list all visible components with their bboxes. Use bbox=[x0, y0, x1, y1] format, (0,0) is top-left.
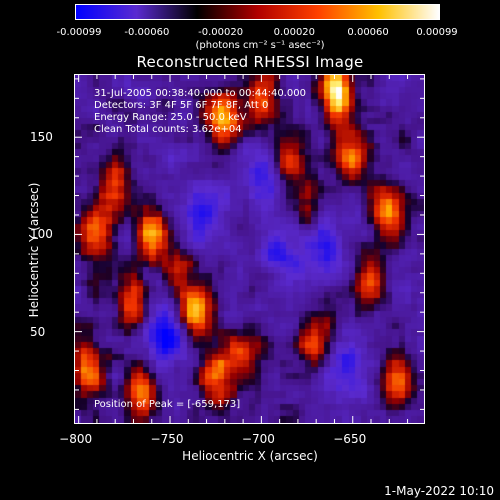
annotation-clean: Clean Total counts: 3.62e+04 bbox=[94, 124, 242, 135]
annotation-energy: Energy Range: 25.0 - 50.0 keV bbox=[94, 112, 247, 123]
annotation-time: 31-Jul-2005 00:38:40.000 to 00:44:40.000 bbox=[94, 88, 306, 99]
y-tick-label: 150 bbox=[30, 130, 53, 145]
colorbar-tick-label: 0.00099 bbox=[416, 27, 458, 38]
x-tick-label: −800 bbox=[59, 432, 93, 446]
annotation-peak: Position of Peak = [-659,173] bbox=[94, 399, 241, 410]
plot-area: 31-Jul-2005 00:38:40.000 to 00:44:40.000… bbox=[74, 74, 425, 424]
colorbar-tick-label: -0.00020 bbox=[198, 27, 244, 38]
x-tick-label: −750 bbox=[150, 432, 184, 446]
colorbar-tick-label: 0.00020 bbox=[273, 27, 316, 38]
y-tick-label: 50 bbox=[30, 324, 46, 339]
colorbar-tick-label: -0.00099 bbox=[56, 27, 102, 38]
x-tick-label: −700 bbox=[241, 432, 275, 446]
x-axis-label: Heliocentric X (arcsec) bbox=[182, 449, 318, 463]
footer-timestamp: 1-May-2022 10:10 bbox=[384, 484, 494, 498]
x-tick-label: −650 bbox=[333, 432, 367, 446]
colorbar-unit: (photons cm⁻² s⁻¹ asec⁻²) bbox=[195, 40, 325, 51]
y-tick-label: 100 bbox=[30, 227, 53, 242]
colorbar bbox=[75, 4, 440, 20]
annotation-detectors: Detectors: 3F 4F 5F 6F 7F 8F, Att 0 bbox=[94, 100, 269, 111]
y-axis-label: Heliocentric Y (arcsec) bbox=[27, 182, 41, 318]
chart-title: Reconstructed RHESSI Image bbox=[136, 53, 364, 71]
heatmap-image bbox=[75, 75, 424, 423]
colorbar-tick-label: 0.00060 bbox=[347, 27, 389, 38]
colorbar-tick-label: -0.00060 bbox=[124, 27, 170, 38]
